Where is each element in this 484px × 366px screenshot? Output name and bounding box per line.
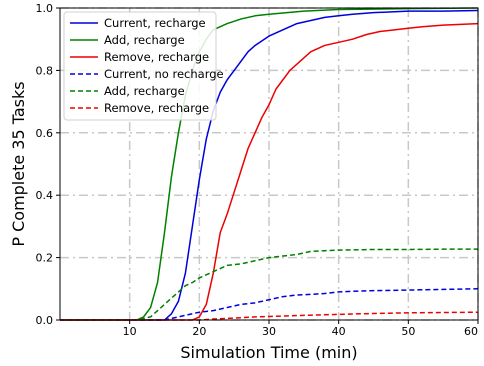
legend-label: Add, recharge [104, 33, 185, 47]
x-tick-label: 50 [401, 325, 415, 338]
x-tick-label: 30 [262, 325, 276, 338]
y-tick-label: 0.4 [36, 189, 54, 202]
y-axis: 0.0 0.2 0.4 0.6 0.8 1.0 [36, 2, 60, 327]
x-tick-label: 60 [464, 325, 478, 338]
series-layer [60, 7, 479, 321]
legend-box [63, 11, 217, 121]
x-tick-label: 10 [123, 325, 137, 338]
y-tick-label: 0.8 [36, 64, 54, 77]
series-line-1 [60, 9, 479, 321]
x-tick-label: 40 [332, 325, 346, 338]
x-tick-label: 20 [192, 325, 206, 338]
legend-label: Current, no recharge [104, 67, 224, 81]
x-axis-title: Simulation Time (min) [180, 343, 357, 362]
y-tick-label: 1.0 [36, 2, 54, 15]
y-tick-label: 0.6 [36, 127, 54, 140]
legend-label: Remove, recharge [104, 50, 209, 64]
y-tick-label: 0.0 [36, 314, 54, 327]
y-axis-title: P Complete 35 Tasks [9, 81, 28, 246]
series-line-5 [60, 248, 478, 321]
legend: Current, recharge Add, recharge Remove, re… [63, 11, 224, 121]
legend-label: Add, recharge [104, 84, 185, 98]
x-axis: 10 20 30 40 50 60 [123, 320, 479, 338]
y-tick-label: 0.2 [36, 252, 54, 265]
series-line-4 [60, 288, 479, 321]
legend-label: Remove, recharge [104, 101, 209, 115]
series-line-3 [60, 22, 479, 321]
series-line-6 [60, 311, 479, 321]
legend-label: Current, recharge [104, 16, 206, 30]
